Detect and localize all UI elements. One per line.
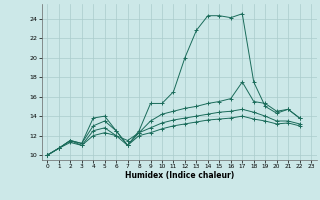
X-axis label: Humidex (Indice chaleur): Humidex (Indice chaleur) bbox=[124, 171, 234, 180]
